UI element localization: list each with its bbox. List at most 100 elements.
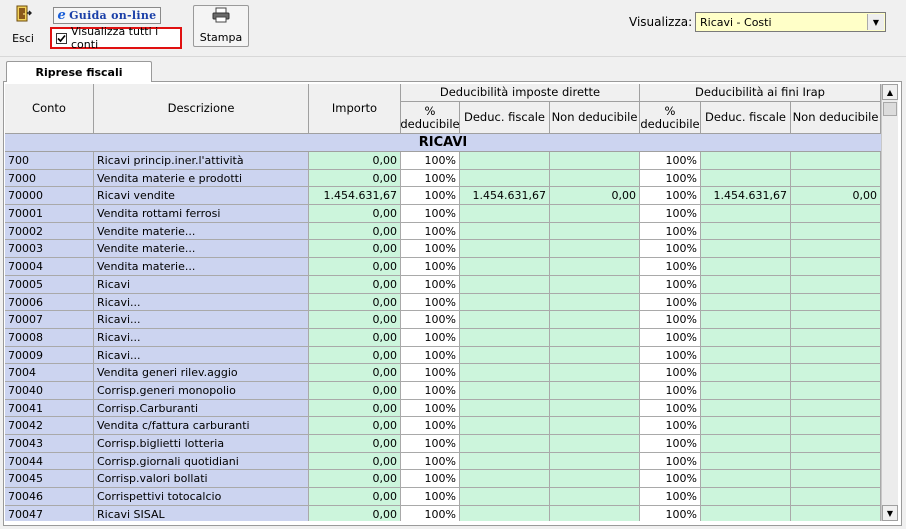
table-row[interactable]: 70046 Corrispettivi totocalcio 0,00 100% 100… [5, 488, 881, 506]
cell-deduc-fiscale-2[interactable] [701, 205, 791, 223]
cell-pct-deducibile-1[interactable]: 100% [401, 205, 460, 223]
cell-deduc-fiscale-1[interactable] [460, 293, 550, 312]
cell-deduc-fiscale-1[interactable] [460, 222, 550, 241]
cell-pct-deducibile-2[interactable]: 100% [640, 311, 701, 329]
cell-pct-deducibile-2[interactable]: 100% [640, 435, 701, 453]
cell-non-deducibile-1[interactable] [550, 470, 640, 489]
cell-deduc-fiscale-2[interactable] [701, 293, 791, 312]
cell-non-deducibile-2[interactable] [791, 505, 881, 521]
cell-pct-deducibile-2[interactable]: 100% [640, 399, 701, 418]
cell-pct-deducibile-1[interactable]: 100% [401, 222, 460, 241]
cell-pct-deducibile-1[interactable]: 100% [401, 152, 460, 170]
header-importo[interactable]: Importo [309, 84, 401, 134]
cell-deduc-fiscale-1[interactable] [460, 381, 550, 400]
cell-non-deducibile-1[interactable] [550, 205, 640, 223]
cell-deduc-fiscale-1[interactable] [460, 152, 550, 170]
cell-non-deducibile-1[interactable] [550, 240, 640, 259]
cell-deduc-fiscale-1[interactable] [460, 258, 550, 276]
cell-pct-deducibile-2[interactable]: 100% [640, 417, 701, 435]
cell-non-deducibile-2[interactable] [791, 240, 881, 259]
table-row[interactable]: 70008 Ricavi... 0,00 100% 100% [5, 328, 881, 347]
table-row[interactable]: 70006 Ricavi... 0,00 100% 100% [5, 293, 881, 312]
cell-non-deducibile-1[interactable] [550, 222, 640, 241]
tab-riprese-fiscali[interactable]: Riprese fiscali [6, 61, 152, 82]
cell-deduc-fiscale-2[interactable] [701, 346, 791, 365]
cell-pct-deducibile-1[interactable]: 100% [401, 240, 460, 259]
cell-deduc-fiscale-2[interactable] [701, 505, 791, 521]
cell-non-deducibile-2[interactable] [791, 205, 881, 223]
scroll-down-icon[interactable]: ▼ [882, 505, 898, 521]
cell-deduc-fiscale-1[interactable] [460, 435, 550, 453]
cell-importo[interactable]: 0,00 [309, 470, 401, 489]
cell-pct-deducibile-2[interactable]: 100% [640, 275, 701, 294]
cell-importo[interactable]: 0,00 [309, 505, 401, 521]
table-row[interactable]: 7004 Vendita generi rilev.aggio 0,00 100% 10… [5, 364, 881, 382]
scroll-up-icon[interactable]: ▲ [882, 84, 898, 100]
table-row[interactable]: 70042 Vendita c/fattura carburanti 0,00 100… [5, 417, 881, 435]
cell-non-deducibile-2[interactable] [791, 222, 881, 241]
cell-non-deducibile-1[interactable] [550, 417, 640, 435]
table-row[interactable]: 70044 Corrisp.giornali quotidiani 0,00 100%… [5, 452, 881, 471]
print-button[interactable]: Stampa [193, 5, 249, 47]
cell-importo[interactable]: 0,00 [309, 328, 401, 347]
cell-deduc-fiscale-2[interactable] [701, 364, 791, 382]
cell-pct-deducibile-1[interactable]: 100% [401, 293, 460, 312]
cell-non-deducibile-2[interactable] [791, 293, 881, 312]
cell-importo[interactable]: 0,00 [309, 152, 401, 170]
cell-pct-deducibile-1[interactable]: 100% [401, 381, 460, 400]
cell-deduc-fiscale-1[interactable] [460, 505, 550, 521]
cell-deduc-fiscale-1[interactable] [460, 275, 550, 294]
online-help-button[interactable]: e Guida on-line [53, 7, 161, 24]
table-row[interactable]: 70007 Ricavi... 0,00 100% 100% [5, 311, 881, 329]
cell-deduc-fiscale-1[interactable]: 1.454.631,67 [460, 187, 550, 206]
cell-non-deducibile-1[interactable] [550, 505, 640, 521]
cell-pct-deducibile-1[interactable]: 100% [401, 452, 460, 471]
table-row[interactable]: 7000 Vendita materie e prodotti 0,00 100% 10… [5, 169, 881, 188]
cell-pct-deducibile-1[interactable]: 100% [401, 346, 460, 365]
cell-pct-deducibile-1[interactable]: 100% [401, 505, 460, 521]
cell-non-deducibile-2[interactable] [791, 470, 881, 489]
table-row[interactable]: 70002 Vendite materie... 0,00 100% 100% [5, 222, 881, 241]
cell-non-deducibile-2[interactable] [791, 328, 881, 347]
cell-importo[interactable]: 0,00 [309, 364, 401, 382]
cell-deduc-fiscale-1[interactable] [460, 488, 550, 506]
cell-pct-deducibile-1[interactable]: 100% [401, 417, 460, 435]
header-pct-deducibile-1[interactable]: % deducibile [400, 102, 460, 134]
cell-pct-deducibile-2[interactable]: 100% [640, 293, 701, 312]
header-non-deducibile-2[interactable]: Non deducibile [791, 102, 881, 134]
cell-non-deducibile-2[interactable] [791, 275, 881, 294]
cell-importo[interactable]: 0,00 [309, 240, 401, 259]
cell-importo[interactable]: 0,00 [309, 311, 401, 329]
cell-non-deducibile-2[interactable] [791, 311, 881, 329]
cell-deduc-fiscale-1[interactable] [460, 452, 550, 471]
cell-importo[interactable]: 0,00 [309, 293, 401, 312]
table-row[interactable]: 700 Ricavi princip.iner.l'attività 0,00 100… [5, 152, 881, 170]
cell-pct-deducibile-1[interactable]: 100% [401, 275, 460, 294]
cell-pct-deducibile-2[interactable]: 100% [640, 258, 701, 276]
cell-pct-deducibile-1[interactable]: 100% [401, 488, 460, 506]
cell-deduc-fiscale-2[interactable] [701, 311, 791, 329]
cell-non-deducibile-1[interactable] [550, 152, 640, 170]
cell-pct-deducibile-2[interactable]: 100% [640, 328, 701, 347]
cell-non-deducibile-2[interactable] [791, 452, 881, 471]
cell-pct-deducibile-1[interactable]: 100% [401, 399, 460, 418]
cell-pct-deducibile-1[interactable]: 100% [401, 328, 460, 347]
cell-importo[interactable]: 0,00 [309, 258, 401, 276]
cell-pct-deducibile-2[interactable]: 100% [640, 505, 701, 521]
cell-non-deducibile-1[interactable] [550, 435, 640, 453]
header-conto[interactable]: Conto [5, 84, 94, 134]
cell-deduc-fiscale-2[interactable] [701, 152, 791, 170]
cell-deduc-fiscale-2[interactable] [701, 435, 791, 453]
cell-deduc-fiscale-1[interactable] [460, 346, 550, 365]
cell-importo[interactable]: 0,00 [309, 435, 401, 453]
cell-pct-deducibile-2[interactable]: 100% [640, 364, 701, 382]
cell-non-deducibile-1[interactable] [550, 169, 640, 188]
cell-pct-deducibile-1[interactable]: 100% [401, 470, 460, 489]
header-deduc-fiscale-2[interactable]: Deduc. fiscale [701, 102, 791, 134]
table-row[interactable]: 70045 Corrisp.valori bollati 0,00 100% 100% [5, 470, 881, 489]
cell-non-deducibile-1[interactable] [550, 452, 640, 471]
cell-deduc-fiscale-2[interactable] [701, 381, 791, 400]
cell-non-deducibile-2[interactable] [791, 258, 881, 276]
table-row[interactable]: 70001 Vendita rottami ferrosi 0,00 100% 100% [5, 205, 881, 223]
show-all-checkbox[interactable] [56, 32, 67, 44]
